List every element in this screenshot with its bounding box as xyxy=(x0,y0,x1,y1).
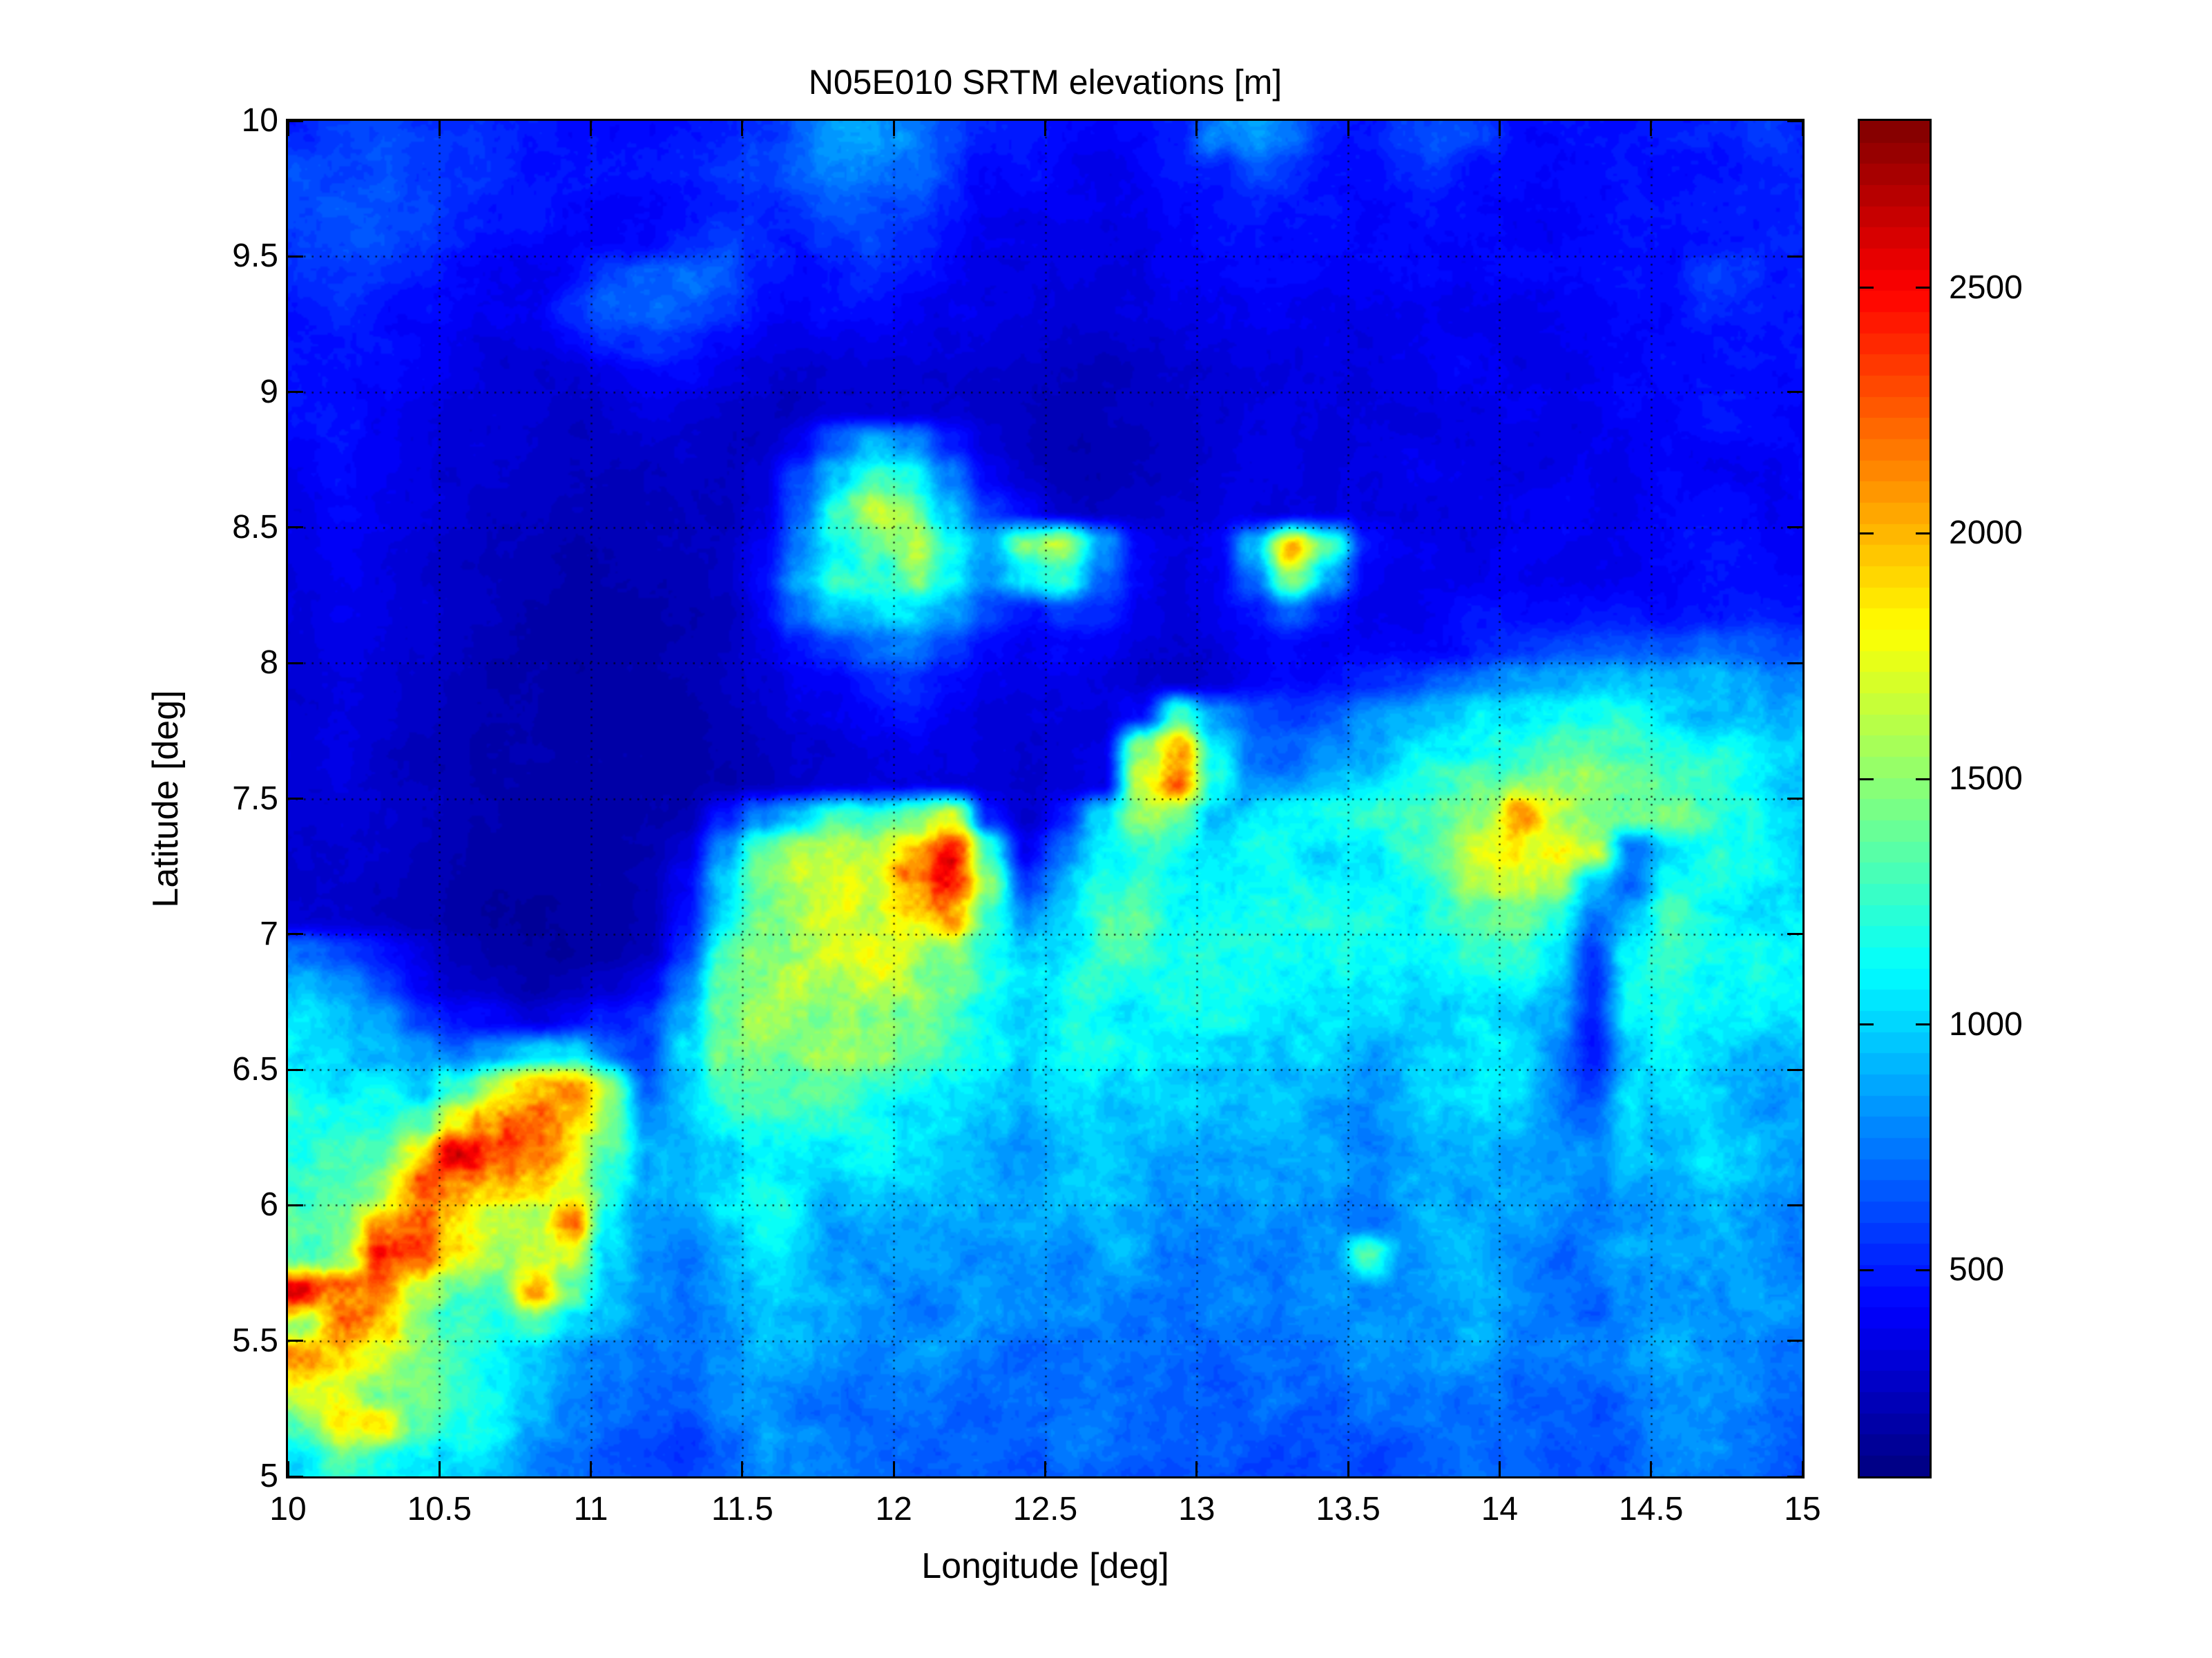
x-tick-label: 10 xyxy=(269,1491,307,1527)
y-tick-mark xyxy=(288,1204,303,1206)
x-tick-label: 14.5 xyxy=(1618,1491,1684,1527)
x-tick-mark-top xyxy=(287,121,289,136)
y-tick-mark-right xyxy=(1787,1340,1802,1342)
x-tick-mark xyxy=(287,1461,289,1476)
x-tick-mark xyxy=(1347,1461,1349,1476)
y-tick-mark-right xyxy=(1787,1475,1802,1478)
colorbar-tick-mark xyxy=(1860,532,1874,534)
x-tick-mark-top xyxy=(1044,121,1046,136)
x-tick-mark xyxy=(1195,1461,1198,1476)
y-tick-label: 7.5 xyxy=(232,780,278,817)
y-tick-mark xyxy=(288,526,303,529)
colorbar-border xyxy=(1858,119,1932,1478)
y-tick-mark xyxy=(288,1068,303,1071)
x-tick-label: 12.5 xyxy=(1012,1491,1078,1527)
y-tick-label: 7 xyxy=(260,915,278,952)
y-tick-mark-right xyxy=(1787,933,1802,936)
x-tick-mark-top xyxy=(438,121,441,136)
y-tick-label: 6.5 xyxy=(232,1051,278,1088)
x-tick-mark-top xyxy=(1195,121,1198,136)
y-tick-mark-right xyxy=(1787,255,1802,258)
y-tick-label: 5.5 xyxy=(232,1322,278,1359)
y-tick-mark-right xyxy=(1787,526,1802,529)
x-tick-mark-top xyxy=(1801,121,1804,136)
x-tick-mark xyxy=(892,1461,895,1476)
x-tick-mark-top xyxy=(590,121,593,136)
y-tick-mark xyxy=(288,798,303,800)
colorbar-tick-label: 2500 xyxy=(1949,269,2023,306)
y-tick-mark xyxy=(288,662,303,664)
y-tick-mark-right xyxy=(1787,391,1802,394)
x-tick-mark xyxy=(1650,1461,1653,1476)
x-axis-label: Longitude [deg] xyxy=(921,1546,1169,1586)
y-tick-label: 9.5 xyxy=(232,238,278,275)
x-tick-mark-top xyxy=(1650,121,1653,136)
x-tick-label: 11 xyxy=(573,1491,608,1527)
x-tick-label: 14 xyxy=(1481,1491,1519,1527)
colorbar-tick-label: 1500 xyxy=(1949,760,2023,798)
x-tick-mark-top xyxy=(1347,121,1349,136)
y-tick-label: 10 xyxy=(241,102,278,139)
y-tick-label: 6 xyxy=(260,1186,278,1224)
y-tick-mark xyxy=(288,1340,303,1342)
colorbar-tick-label: 1000 xyxy=(1949,1005,2023,1043)
y-tick-mark xyxy=(288,1475,303,1478)
colorbar-tick-mark-right xyxy=(1916,778,1930,780)
colorbar-tick-label: 2000 xyxy=(1949,514,2023,552)
x-tick-label: 15 xyxy=(1784,1491,1821,1527)
plot-border xyxy=(286,119,1805,1478)
y-tick-mark xyxy=(288,255,303,258)
x-tick-label: 11.5 xyxy=(711,1491,773,1527)
x-tick-mark-top xyxy=(1498,121,1501,136)
y-tick-mark-right xyxy=(1787,798,1802,800)
y-tick-mark xyxy=(288,933,303,936)
x-tick-mark xyxy=(1498,1461,1501,1476)
y-tick-label: 8 xyxy=(260,644,278,682)
x-tick-mark xyxy=(438,1461,441,1476)
y-tick-mark-right xyxy=(1787,1204,1802,1206)
colorbar-tick-mark xyxy=(1860,1023,1874,1026)
colorbar-tick-mark-right xyxy=(1916,1023,1930,1026)
elevation-heatmap-canvas xyxy=(288,121,1802,1476)
x-tick-label: 10.5 xyxy=(407,1491,472,1527)
y-tick-mark xyxy=(288,391,303,394)
x-tick-mark xyxy=(741,1461,744,1476)
x-tick-label: 12 xyxy=(875,1491,912,1527)
colorbar-tick-mark-right xyxy=(1916,532,1930,534)
y-tick-mark-right xyxy=(1787,1068,1802,1071)
x-tick-mark xyxy=(1801,1461,1804,1476)
y-tick-mark xyxy=(288,119,303,122)
colorbar-tick-mark-right xyxy=(1916,287,1930,289)
y-tick-label: 8.5 xyxy=(232,508,278,546)
y-tick-mark-right xyxy=(1787,662,1802,664)
y-tick-label: 5 xyxy=(260,1458,278,1494)
x-tick-mark-top xyxy=(892,121,895,136)
colorbar-tick-mark-right xyxy=(1916,1269,1930,1271)
colorbar-tick-label: 500 xyxy=(1949,1251,2005,1289)
colorbar-tick-mark xyxy=(1860,778,1874,780)
x-tick-mark xyxy=(590,1461,593,1476)
colorbar-canvas xyxy=(1860,121,1930,1476)
colorbar-tick-mark xyxy=(1860,1269,1874,1271)
colorbar-tick-mark xyxy=(1860,287,1874,289)
x-tick-mark-top xyxy=(741,121,744,136)
y-tick-mark-right xyxy=(1787,119,1802,122)
chart-title: N05E010 SRTM elevations [m] xyxy=(808,63,1282,102)
x-tick-label: 13 xyxy=(1178,1491,1215,1527)
x-tick-label: 13.5 xyxy=(1316,1491,1381,1527)
y-tick-label: 9 xyxy=(260,373,278,410)
x-tick-mark xyxy=(1044,1461,1046,1476)
